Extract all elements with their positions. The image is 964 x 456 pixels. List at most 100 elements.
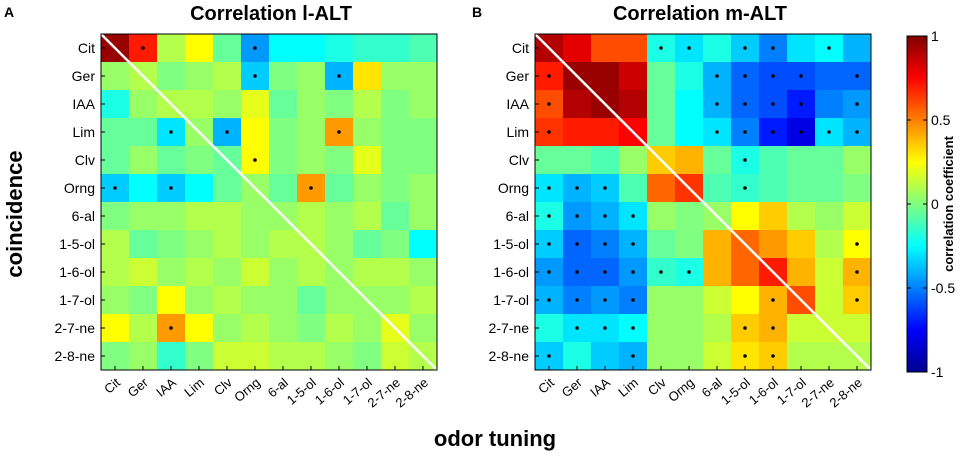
heatmap-cell (563, 146, 592, 175)
significance-dot (771, 46, 775, 50)
significance-dot (603, 242, 607, 246)
significance-dot (547, 130, 551, 134)
significance-dot (575, 270, 579, 274)
heatmap-cell (703, 230, 732, 259)
y-tick-label: IAA (506, 96, 529, 112)
heatmap-cell (563, 118, 592, 147)
x-tick-label: Lim (615, 375, 641, 400)
heatmap-cell (353, 314, 382, 343)
significance-dot (253, 74, 257, 78)
colorbar-tick-label: 1 (931, 28, 939, 44)
significance-dot (309, 186, 313, 190)
significance-dot (855, 270, 859, 274)
heatmap-cell (381, 258, 410, 287)
heatmap-cell (787, 258, 816, 287)
heatmap-cell (213, 34, 242, 63)
heatmap-cell (101, 118, 130, 147)
heatmap-cell (675, 230, 704, 259)
heatmap-cell (297, 314, 326, 343)
heatmap-cell (241, 314, 270, 343)
heatmap-cell (815, 286, 844, 315)
significance-dot (631, 326, 635, 330)
significance-dot (743, 46, 747, 50)
heatmap-cell (843, 146, 872, 175)
heatmap-cell (269, 342, 298, 371)
heatmap-cell (787, 174, 816, 203)
significance-dot (687, 46, 691, 50)
heatmap-cell (129, 230, 158, 259)
heatmap-cell (381, 230, 410, 259)
panel-a-y-ticks: Cit Ger IAA Lim Clv Orng 6-al 1-5-ol 1-6-ol 1-7-o… (55, 40, 105, 364)
panel-b-label: B (472, 4, 482, 20)
y-tick-label: 1-7-ol (59, 292, 95, 308)
heatmap-cell (647, 62, 676, 91)
heatmap-cell (647, 286, 676, 315)
x-tick-label: 1-5-ol (718, 375, 753, 408)
significance-dot (771, 298, 775, 302)
panel-b-diagonal (534, 33, 872, 371)
heatmap-cell (129, 314, 158, 343)
heatmap-cell (381, 34, 410, 63)
heatmap-cell (381, 62, 410, 91)
significance-dot (771, 130, 775, 134)
heatmap-cell (353, 34, 382, 63)
heatmap-cell (843, 314, 872, 343)
heatmap-cell (563, 90, 592, 119)
y-tick-label: Lim (72, 124, 95, 140)
significance-dot (631, 270, 635, 274)
colorbar-tick-label: -0.5 (931, 280, 955, 296)
significance-dot (603, 326, 607, 330)
significance-dot (547, 102, 551, 106)
heatmap-cell (787, 342, 816, 371)
y-tick-label: Cit (78, 40, 95, 56)
heatmap-cell (731, 258, 760, 287)
heatmap-cell (787, 230, 816, 259)
significance-dot (547, 186, 551, 190)
significance-dot (631, 354, 635, 358)
heatmap-cell (591, 118, 620, 147)
heatmap-cell (269, 286, 298, 315)
heatmap-cell (787, 146, 816, 175)
heatmap-cell (157, 146, 186, 175)
heatmap-cell (101, 314, 130, 343)
heatmap-cell (101, 230, 130, 259)
panel-b-significance-dots (547, 46, 859, 358)
heatmap-cell (101, 62, 130, 91)
heatmap-cell (269, 118, 298, 147)
significance-dot (603, 298, 607, 302)
y-tick-label: 2-7-ne (489, 320, 530, 336)
heatmap-cell (213, 62, 242, 91)
significance-dot (659, 270, 663, 274)
heatmap-cell (353, 62, 382, 91)
heatmap-cell (101, 342, 130, 371)
x-tick-label: IAA (153, 375, 179, 400)
significance-dot (603, 214, 607, 218)
heatmap-cell (297, 342, 326, 371)
heatmap-cell (325, 146, 354, 175)
x-tick-label: Ger (125, 374, 152, 400)
heatmap-cell (129, 90, 158, 119)
y-tick-label: Orng (498, 180, 529, 196)
significance-dot (743, 74, 747, 78)
heatmap-cell (591, 342, 620, 371)
significance-dot (827, 46, 831, 50)
significance-dot (547, 354, 551, 358)
heatmap-cell (815, 174, 844, 203)
significance-dot (631, 214, 635, 218)
significance-dot (253, 158, 257, 162)
heatmap-cell (815, 342, 844, 371)
colorbar-tick-label: -1 (931, 364, 944, 380)
heatmap-cell (157, 34, 186, 63)
significance-dot (547, 298, 551, 302)
heatmap-cell (381, 286, 410, 315)
significance-dot (771, 326, 775, 330)
colorbar-tick-label: 0.5 (931, 112, 951, 128)
heatmap-cell (381, 174, 410, 203)
heatmap-cell (619, 34, 648, 63)
heatmap-cell (675, 62, 704, 91)
x-tick-label: IAA (587, 375, 613, 400)
heatmap-cell (731, 286, 760, 315)
heatmap-cell (815, 62, 844, 91)
heatmap-cell (325, 230, 354, 259)
x-tick-label: Cit (535, 375, 557, 397)
